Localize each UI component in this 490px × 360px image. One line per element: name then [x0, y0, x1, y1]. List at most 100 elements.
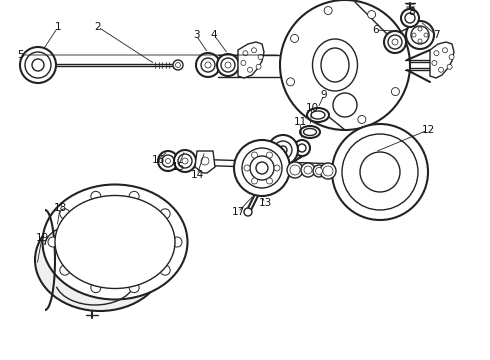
Circle shape [217, 54, 239, 76]
Circle shape [388, 35, 402, 49]
Text: 12: 12 [421, 125, 435, 135]
Circle shape [256, 162, 268, 174]
Circle shape [290, 165, 300, 175]
Circle shape [432, 60, 437, 66]
Ellipse shape [321, 48, 349, 82]
Circle shape [162, 155, 174, 167]
Circle shape [324, 6, 332, 14]
Circle shape [221, 58, 235, 72]
Circle shape [234, 140, 290, 196]
Text: 15: 15 [172, 162, 185, 172]
Circle shape [442, 48, 447, 53]
Circle shape [251, 48, 256, 53]
Circle shape [160, 265, 170, 275]
Circle shape [196, 53, 220, 77]
Circle shape [280, 0, 410, 130]
Circle shape [158, 151, 178, 171]
Circle shape [294, 140, 310, 156]
Circle shape [287, 162, 303, 178]
Circle shape [160, 209, 170, 219]
Text: 13: 13 [258, 198, 271, 208]
Circle shape [439, 67, 443, 72]
Circle shape [201, 157, 209, 165]
Circle shape [447, 64, 452, 69]
Ellipse shape [303, 129, 317, 135]
Text: 14: 14 [191, 170, 204, 180]
Circle shape [316, 167, 322, 175]
Text: 18: 18 [53, 203, 67, 213]
Circle shape [405, 13, 415, 23]
Circle shape [182, 158, 188, 164]
Circle shape [279, 146, 287, 154]
Polygon shape [238, 42, 264, 78]
Text: 10: 10 [305, 103, 318, 113]
Ellipse shape [300, 126, 320, 138]
Circle shape [251, 152, 258, 158]
Circle shape [291, 35, 298, 42]
Circle shape [60, 265, 70, 275]
Circle shape [225, 62, 231, 68]
Text: 8: 8 [409, 7, 416, 17]
Circle shape [243, 51, 248, 56]
Ellipse shape [313, 39, 358, 91]
Circle shape [395, 44, 403, 52]
Circle shape [342, 134, 418, 210]
Circle shape [418, 39, 422, 43]
Circle shape [247, 67, 252, 72]
Circle shape [268, 135, 298, 165]
Circle shape [392, 87, 399, 96]
Circle shape [401, 9, 419, 27]
Text: 9: 9 [320, 90, 327, 100]
Circle shape [129, 192, 139, 201]
Circle shape [129, 283, 139, 293]
Circle shape [48, 237, 58, 247]
Circle shape [368, 10, 376, 19]
Circle shape [91, 283, 101, 293]
Circle shape [91, 192, 101, 201]
Text: 3: 3 [193, 30, 199, 40]
Text: 19: 19 [35, 233, 49, 243]
Circle shape [287, 78, 294, 86]
Text: 4: 4 [211, 30, 217, 40]
Polygon shape [195, 151, 215, 173]
Circle shape [411, 26, 429, 44]
Circle shape [244, 208, 252, 216]
Circle shape [256, 64, 261, 69]
Text: 6: 6 [373, 25, 379, 35]
Circle shape [274, 141, 292, 159]
Circle shape [274, 165, 280, 171]
Circle shape [358, 116, 366, 123]
Text: 16: 16 [151, 155, 165, 165]
Ellipse shape [43, 185, 188, 300]
Circle shape [384, 31, 406, 53]
Circle shape [25, 52, 51, 78]
Circle shape [301, 163, 315, 177]
Ellipse shape [35, 209, 165, 311]
Circle shape [174, 150, 196, 172]
Circle shape [406, 21, 434, 49]
Polygon shape [430, 42, 454, 78]
Circle shape [32, 59, 44, 71]
Circle shape [60, 209, 70, 219]
Circle shape [360, 152, 400, 192]
Circle shape [241, 60, 246, 66]
Circle shape [304, 166, 312, 174]
Circle shape [449, 55, 454, 59]
Circle shape [267, 152, 272, 158]
Circle shape [178, 154, 192, 168]
Text: 1: 1 [55, 22, 61, 32]
Circle shape [333, 93, 357, 117]
Circle shape [267, 178, 272, 184]
Text: 5: 5 [17, 50, 24, 60]
Circle shape [173, 60, 183, 70]
Circle shape [332, 124, 428, 220]
Circle shape [412, 33, 416, 37]
Circle shape [251, 178, 258, 184]
Circle shape [434, 51, 439, 56]
Circle shape [315, 111, 322, 120]
Circle shape [323, 166, 333, 176]
Circle shape [392, 39, 398, 45]
Circle shape [201, 58, 215, 72]
Text: 17: 17 [231, 207, 245, 217]
Circle shape [250, 156, 274, 180]
